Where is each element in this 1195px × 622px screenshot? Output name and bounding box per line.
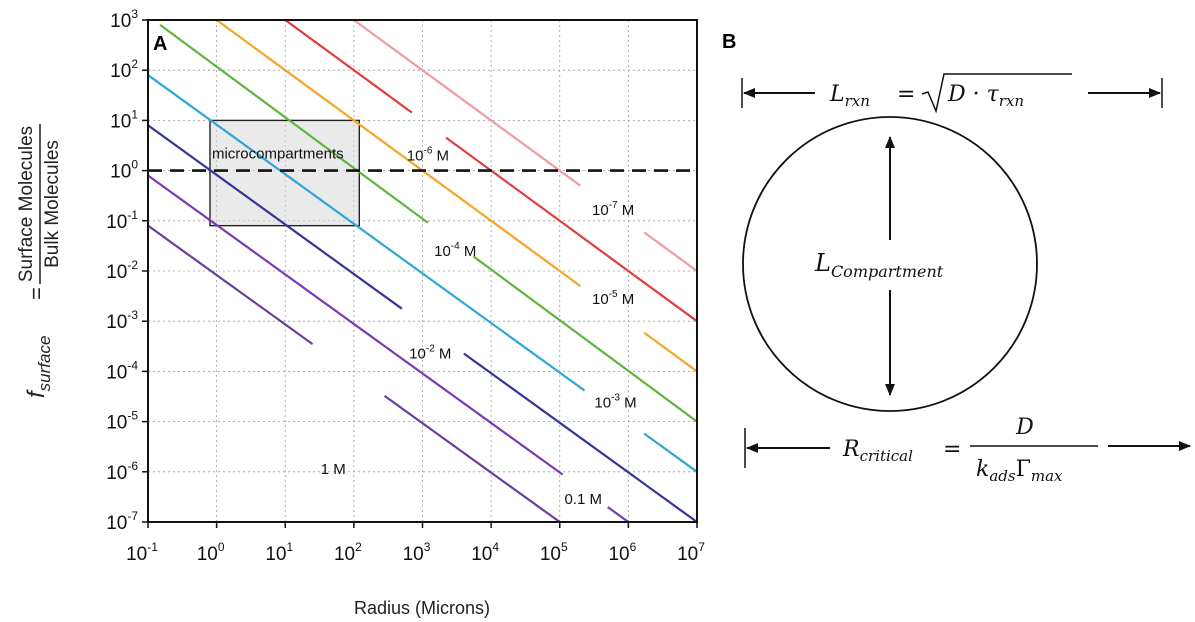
top-eq-subscript: rxn bbox=[845, 92, 870, 110]
x-tick-label-7: 106 bbox=[608, 540, 636, 565]
y-tick-label-10: 10-7 bbox=[106, 509, 138, 534]
bottom-eq-den-gamma: Γ bbox=[1016, 457, 1031, 482]
series-line-0 bbox=[383, 395, 561, 523]
bottom-eq-equals: = bbox=[943, 437, 961, 462]
series-label-0: 1 M bbox=[321, 461, 346, 478]
series-label-2: 10-2 M bbox=[409, 344, 451, 363]
circle-label-subscript: Compartment bbox=[831, 262, 944, 281]
y-tick-label-0: 103 bbox=[110, 7, 138, 32]
series-line-5 bbox=[215, 19, 582, 287]
series-line-3 bbox=[643, 432, 698, 473]
y-tick-label-5: 10-2 bbox=[106, 258, 138, 283]
series-line-6 bbox=[445, 136, 698, 323]
series-line-1 bbox=[147, 174, 564, 476]
top-eq-radicand: D · τ bbox=[947, 82, 1000, 107]
svg-text:Rcritical: Rcritical bbox=[842, 437, 913, 465]
x-tick-label-3: 102 bbox=[334, 540, 362, 565]
series-label-6: 10-6 M bbox=[407, 145, 449, 164]
x-tick-label-4: 103 bbox=[403, 540, 431, 565]
sqrt-sign bbox=[921, 73, 1072, 114]
y-axis-label: fsurface = Surface Molecules Bulk Molecu… bbox=[16, 124, 63, 398]
y-tick-label-2: 101 bbox=[110, 107, 138, 132]
series-lines bbox=[147, 19, 698, 523]
series-label-4: 10-4 M bbox=[434, 241, 476, 260]
series-label-1: 0.1 M bbox=[564, 491, 602, 508]
svg-text:fsurface: fsurface bbox=[23, 336, 54, 398]
series-line-4 bbox=[159, 23, 429, 224]
grid-lines bbox=[147, 19, 698, 523]
top-eq-symbol: L bbox=[829, 82, 845, 107]
series-line-4 bbox=[472, 255, 698, 423]
panel-b-label: B bbox=[722, 31, 736, 53]
bottom-eq-symbol: R bbox=[842, 437, 860, 462]
top-eq-equals: = bbox=[897, 82, 915, 107]
y-tick-label-6: 10-3 bbox=[106, 308, 138, 333]
svg-text:D · τrxn: D · τrxn bbox=[947, 82, 1024, 110]
y-tick-label-1: 102 bbox=[110, 57, 138, 82]
y-axis-denominator: Bulk Molecules bbox=[42, 140, 63, 268]
x-tick-label-8: 107 bbox=[677, 540, 705, 565]
series-labels: microcompartments 1 M 0.1 M 10-2 M 10-3 M 10-… bbox=[212, 145, 637, 507]
svg-text:kadsΓmax: kadsΓmax bbox=[976, 457, 1063, 485]
top-equation: Lrxn = D · τrxn bbox=[829, 73, 1072, 114]
chart-panel-a: 10-1 100 101 102 103 104 105 106 107 103 102 101 100… bbox=[16, 7, 705, 618]
bottom-equation: Rcritical = D kadsΓmax bbox=[842, 415, 1098, 485]
x-axis-label: Radius (Microns) bbox=[354, 598, 490, 618]
y-axis-symbol: f bbox=[23, 389, 50, 398]
y-axis-numerator: Surface Molecules bbox=[16, 126, 37, 282]
series-line-7 bbox=[353, 19, 582, 187]
panel-a-label: A bbox=[153, 33, 167, 55]
series-label-7: 10-7 M bbox=[592, 200, 634, 219]
axis-ticks: 10-1 100 101 102 103 104 105 106 107 103 102 101 100… bbox=[106, 7, 705, 565]
microcompartments-label: microcompartments bbox=[212, 145, 344, 162]
series-label-3: 10-3 M bbox=[594, 393, 636, 412]
series-line-1 bbox=[607, 506, 630, 523]
series-label-5: 10-5 M bbox=[592, 289, 634, 308]
bottom-eq-subscript: critical bbox=[860, 447, 914, 465]
x-tick-label-6: 105 bbox=[540, 540, 568, 565]
x-tick-label-5: 104 bbox=[471, 540, 499, 565]
bottom-eq-numerator: D bbox=[1015, 415, 1034, 440]
svg-text:Lrxn: Lrxn bbox=[829, 82, 870, 110]
y-tick-label-4: 10-1 bbox=[106, 208, 138, 233]
y-tick-label-8: 10-5 bbox=[106, 409, 138, 434]
series-line-7 bbox=[643, 231, 698, 272]
series-line-6 bbox=[284, 19, 413, 114]
series-line-2 bbox=[463, 352, 698, 523]
series-line-0 bbox=[147, 224, 314, 345]
x-tick-label-1: 100 bbox=[197, 540, 225, 565]
y-axis-equals: = bbox=[24, 287, 49, 300]
y-tick-label-3: 100 bbox=[110, 158, 138, 183]
series-line-3 bbox=[147, 74, 586, 392]
y-axis-subscript: surface bbox=[35, 336, 54, 392]
bottom-eq-den-sub1: ads bbox=[989, 467, 1016, 485]
x-tick-label-0: 10-1 bbox=[126, 540, 158, 565]
bottom-eq-den-sub2: max bbox=[1031, 467, 1063, 485]
circle-label-symbol: L bbox=[814, 249, 831, 277]
top-eq-radicand-sub: rxn bbox=[999, 92, 1024, 110]
x-tick-label-2: 101 bbox=[265, 540, 293, 565]
svg-text:LCompartment: LCompartment bbox=[814, 249, 944, 281]
series-line-5 bbox=[643, 331, 698, 373]
bottom-eq-den-k: k bbox=[976, 457, 989, 482]
y-tick-label-7: 10-4 bbox=[106, 358, 138, 383]
diagram-panel-b: B Lrxn = D · τrxn LCompartment bbox=[722, 31, 1191, 485]
compartment-circle bbox=[742, 116, 1038, 412]
y-tick-label-9: 10-6 bbox=[106, 459, 138, 484]
series-line-2 bbox=[147, 124, 403, 310]
